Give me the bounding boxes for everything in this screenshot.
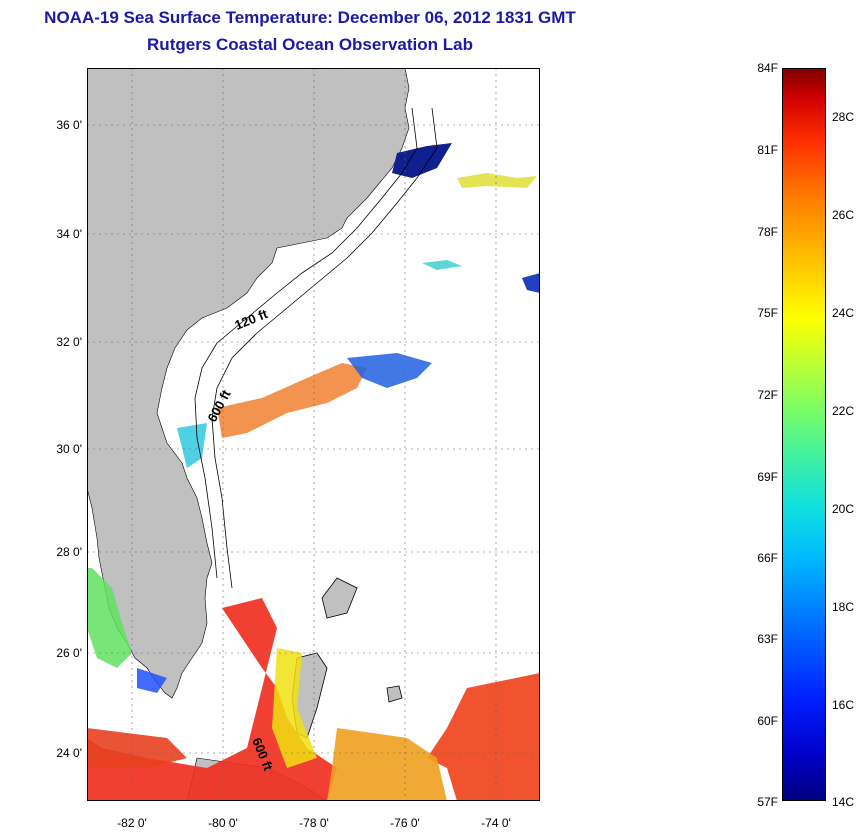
- sst-east-blue: [522, 273, 540, 293]
- contour-600ft: [211, 107, 438, 589]
- sst-blue-patch: [347, 353, 432, 388]
- lat-label-30: 30 0': [56, 442, 82, 456]
- colorbar-f-75: 75F: [757, 306, 778, 320]
- sst-south-east: [427, 673, 540, 801]
- lat-label-26: 26 0': [56, 646, 82, 660]
- sst-hatteras-blue: [392, 143, 452, 178]
- lon-label-74: -74 0': [481, 816, 511, 830]
- lon-label-76: -76 0': [390, 816, 420, 830]
- map-subtitle: Rutgers Coastal Ocean Observation Lab: [147, 35, 473, 54]
- sst-gulf-green: [87, 568, 132, 668]
- colorbar-c-26: 26C: [832, 208, 855, 222]
- lat-label-24: 24 0': [56, 746, 82, 760]
- colorbar-f-60: 60F: [757, 714, 778, 728]
- colorbar-c-14: 14C: [832, 795, 855, 809]
- lon-label-80: -80 0': [208, 816, 238, 830]
- lat-label-36: 36 0': [56, 118, 82, 132]
- colorbar-f-63: 63F: [757, 632, 778, 646]
- sst-south-warm: [87, 728, 187, 768]
- sst-south-mid: [327, 728, 447, 801]
- temperature-colorbar: [782, 68, 826, 801]
- sst-map: 120 ft 600 ft 600 ft: [86, 67, 540, 802]
- colorbar-f-66: 66F: [757, 551, 778, 565]
- colorbar-f-78: 78F: [757, 225, 778, 239]
- island-eleuthera: [321, 577, 358, 619]
- colorbar-f-57: 57F: [757, 795, 778, 809]
- colorbar-f-72: 72F: [757, 388, 778, 402]
- colorbar-c-24: 24C: [832, 306, 855, 320]
- sst-gulf-blue: [137, 668, 167, 693]
- sst-yellow-band: [272, 648, 317, 768]
- colorbar-c-22: 22C: [832, 404, 855, 418]
- map-title: NOAA-19 Sea Surface Temperature: Decembe…: [44, 8, 576, 27]
- land-mainland: [86, 67, 410, 699]
- colorbar-f-69: 69F: [757, 470, 778, 484]
- sst-cyan-coast: [177, 423, 207, 468]
- lon-label-78: -78 0': [299, 816, 329, 830]
- sst-north-cyan: [422, 260, 462, 270]
- lat-label-28: 28 0': [56, 545, 82, 559]
- sst-north-yellow: [457, 173, 537, 188]
- lat-label-32: 32 0': [56, 335, 82, 349]
- colorbar-c-20: 20C: [832, 502, 855, 516]
- colorbar-c-16: 16C: [832, 698, 855, 712]
- sst-gulfstream: [87, 598, 337, 801]
- island-small-1: [386, 685, 403, 703]
- colorbar-c-28: 28C: [832, 110, 855, 124]
- lon-label-82: -82 0': [117, 816, 147, 830]
- colorbar-f-81: 81F: [757, 143, 778, 157]
- sst-orange-patch: [217, 363, 367, 438]
- colorbar-f-84: 84F: [757, 61, 778, 75]
- lat-label-34: 34 0': [56, 227, 82, 241]
- contour-120ft: [194, 107, 418, 579]
- colorbar-c-18: 18C: [832, 600, 855, 614]
